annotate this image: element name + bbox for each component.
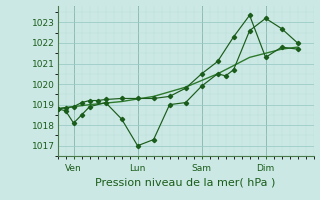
X-axis label: Pression niveau de la mer( hPa ): Pression niveau de la mer( hPa )	[95, 178, 276, 188]
